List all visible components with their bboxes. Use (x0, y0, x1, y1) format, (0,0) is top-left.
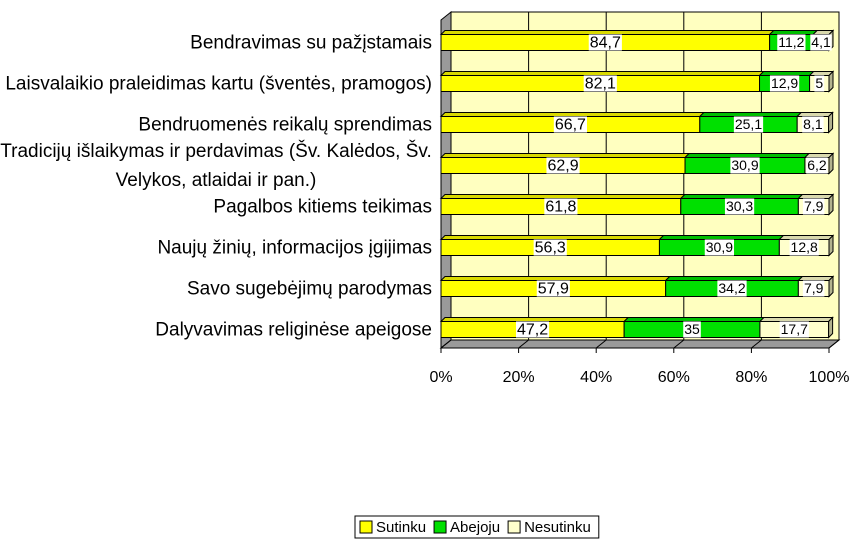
floor-grid-line (440, 339, 452, 349)
data-label: 11,2 (778, 34, 804, 50)
y-tick-label: Dalyvavimas religinėse apeigose (155, 319, 432, 340)
y-tick-label: Savo sugebėjimų parodymas (186, 278, 432, 299)
category-label-box: Savo sugebėjimų parodymas (0, 274, 432, 303)
category-label-box: Bendruomenės reikalų sprendimas (0, 110, 432, 139)
x-tick-label: 100% (809, 369, 850, 386)
data-label: 62,9 (547, 158, 578, 175)
bar-end (828, 234, 834, 257)
category-label-box: Dalyvavimas religinėse apeigose (0, 315, 432, 344)
y-tick-label: Bendruomenės reikalų sprendimas (138, 114, 432, 135)
data-label-bg (802, 280, 825, 297)
data-label-bg (515, 321, 550, 338)
x-tick-label: 0% (429, 369, 452, 386)
data-label: 66,7 (555, 117, 586, 134)
data-label: 47,2 (517, 322, 548, 339)
data-label-bg (553, 116, 587, 133)
floor-grid-line (518, 339, 529, 349)
data-label-bg (789, 239, 819, 256)
data-label: 35 (684, 321, 700, 337)
legend-frame (354, 515, 600, 539)
data-label-bg (730, 157, 760, 174)
data-label-bg (802, 198, 825, 215)
data-label-bg (724, 198, 755, 215)
data-label-bg (733, 116, 764, 133)
x-tick-label: 20% (503, 369, 535, 386)
data-label-bg (588, 34, 622, 51)
data-label-bg (806, 157, 828, 174)
data-label-bg (717, 280, 747, 297)
data-label: 12,8 (791, 239, 818, 255)
bar-end (828, 70, 834, 93)
legend-label: Sutinku (376, 519, 426, 536)
data-label: 34,2 (718, 280, 745, 296)
data-label-bg (814, 75, 825, 92)
category-label-box: Naujų žinių, informacijos įgijimas (0, 233, 432, 262)
data-label: 17,7 (781, 321, 808, 337)
data-label-bg (544, 198, 578, 215)
data-label: 30,9 (731, 157, 758, 173)
data-label: 30,3 (726, 198, 753, 214)
side-wall (440, 10, 452, 350)
x-tick-label: 80% (735, 369, 767, 386)
floor-grid-line (828, 339, 840, 349)
y-tick-label: Naujų žinių, informacijos įgijimas (157, 237, 432, 258)
y-tick-label: Tradicijų išlaikymas ir perdavimas (Šv. … (0, 140, 432, 191)
category-label-box: Tradicijų išlaikymas ir perdavimas (Šv. … (0, 137, 432, 195)
data-label-bg (769, 75, 800, 92)
data-label: 25,1 (735, 116, 762, 132)
data-label-bg (536, 280, 570, 297)
data-label-bg (802, 116, 824, 133)
legend-label: Nesutinku (524, 519, 591, 536)
data-label: 57,9 (538, 281, 569, 298)
bar-end (828, 316, 834, 339)
y-tick-label: Laisvalaikio praleidimas kartu (šventės,… (5, 73, 432, 94)
y-tick-label: Bendravimas su pažįstamais (190, 32, 432, 53)
data-label-bg (583, 75, 617, 92)
legend-swatch (433, 520, 447, 534)
data-label: 84,7 (590, 35, 621, 52)
data-label-bg (810, 34, 832, 51)
x-tick-label: 60% (658, 369, 690, 386)
floor-grid-line (595, 339, 607, 349)
floor-grid-line (751, 339, 762, 349)
x-tick-label: 40% (580, 369, 612, 386)
data-label: 61,8 (545, 199, 576, 216)
data-label: 7,9 (804, 198, 824, 214)
floor (439, 339, 841, 349)
data-label-bg (779, 321, 809, 338)
data-label-bg (704, 239, 735, 256)
y-tick-label: Pagalbos kitiems teikimas (213, 196, 432, 217)
data-label: 12,9 (771, 75, 798, 91)
data-label: 82,1 (585, 76, 616, 93)
bar-end (828, 111, 834, 134)
category-label-box: Laisvalaikio praleidimas kartu (šventės,… (0, 69, 432, 98)
legend-label: Abejoju (450, 519, 500, 536)
data-label: 5 (815, 75, 823, 91)
floor-grid-line (673, 339, 685, 349)
data-label: 30,9 (706, 239, 733, 255)
data-label: 7,9 (804, 280, 824, 296)
category-label-box: Pagalbos kitiems teikimas (0, 192, 432, 221)
bar-segment (439, 194, 686, 215)
category-label-box: Bendravimas su pažįstamais (0, 28, 432, 57)
legend-swatch (359, 520, 373, 534)
legend-swatch (507, 520, 521, 534)
data-label-bg (546, 157, 580, 174)
legend: Sutinku Abejoju Nesutinku (354, 515, 600, 539)
data-label: 6,2 (807, 157, 827, 173)
data-label-bg (533, 239, 567, 256)
bar-end (828, 275, 834, 298)
data-label: 4,1 (811, 34, 831, 50)
bar-end (828, 193, 834, 216)
data-label: 56,3 (535, 240, 566, 257)
data-label-bg (683, 321, 701, 338)
bar-end (828, 152, 834, 175)
data-label: 8,1 (803, 116, 823, 132)
data-label-bg (777, 34, 806, 51)
